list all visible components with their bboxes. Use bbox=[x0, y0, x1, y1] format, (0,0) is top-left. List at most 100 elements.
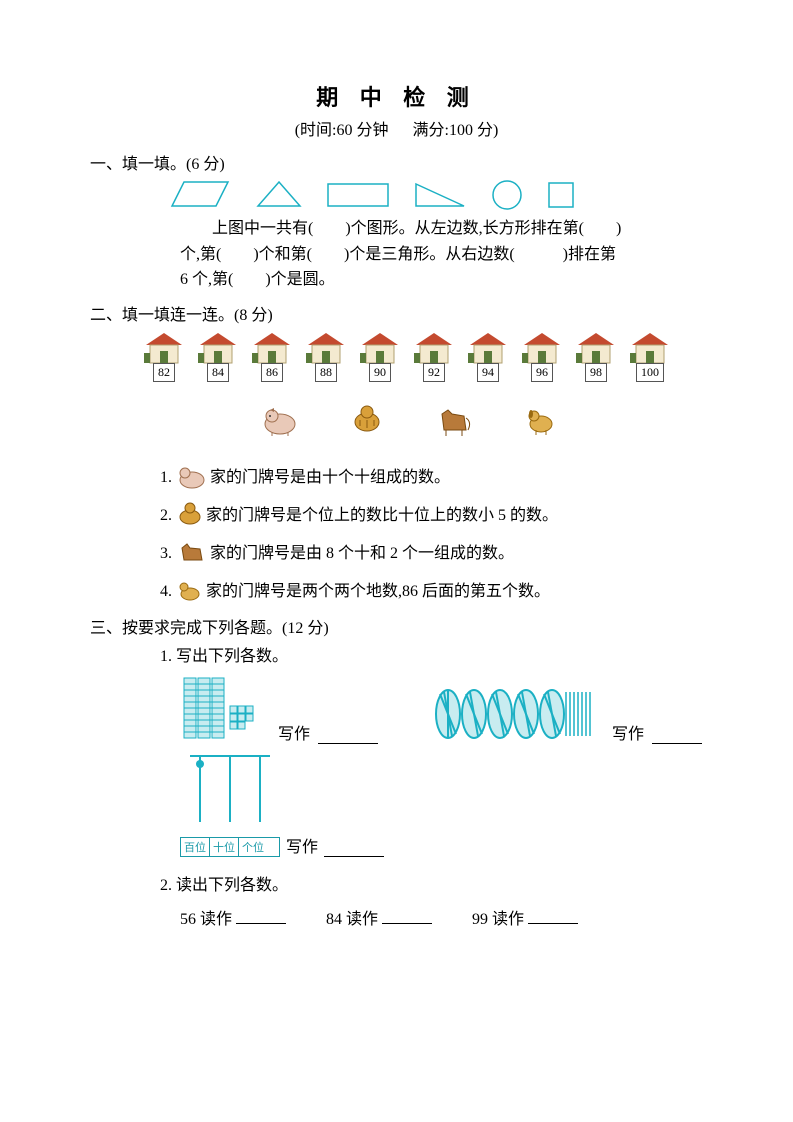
section-2-head: 二、填一填连一连。(8 分) bbox=[90, 301, 703, 325]
house-icon bbox=[250, 331, 294, 365]
read-row: 56 读作 84 读作 99 读作 bbox=[180, 905, 703, 929]
exam-page: 期 中 检 测 (时间:60 分钟 满分:100 分) 一、填一填。(6 分) … bbox=[0, 0, 793, 969]
read-num: 56 bbox=[180, 911, 196, 928]
q3-sub1: 1. 写出下列各数。 bbox=[160, 642, 703, 666]
read-label: 读作 bbox=[200, 911, 232, 928]
page-title: 期 中 检 测 bbox=[90, 80, 703, 112]
clue-text: 家的门牌号是由 8 个十和 2 个一组成的数。 bbox=[210, 542, 514, 566]
clue-num: 1. bbox=[160, 466, 172, 490]
pig-icon bbox=[176, 462, 208, 490]
horse-icon bbox=[434, 402, 474, 438]
house-4: 88 bbox=[302, 331, 350, 382]
clue-2: 2. 家的门牌号是个位上的数比十位上的数小 5 的数。 bbox=[160, 500, 703, 528]
clue-3: 3. 家的门牌号是由 8 个十和 2 个一组成的数。 bbox=[160, 538, 703, 566]
house-icon bbox=[304, 331, 348, 365]
place-labels: 百位 十位 个位 bbox=[180, 837, 280, 857]
section-1-head: 一、填一填。(6 分) bbox=[90, 150, 703, 174]
clue-num: 3. bbox=[160, 542, 172, 566]
house-number: 94 bbox=[477, 363, 499, 382]
place-hundred: 百位 bbox=[181, 838, 210, 856]
clue-text: 家的门牌号是由十个十组成的数。 bbox=[210, 466, 450, 490]
write-label: 写作 bbox=[286, 833, 318, 857]
house-icon bbox=[520, 331, 564, 365]
circle-icon bbox=[490, 178, 524, 210]
q1-text: 上图中一共有( )个图形。从左边数,长方形排在第( ) 个,第( )个和第( )… bbox=[180, 216, 703, 293]
house-number: 90 bbox=[369, 363, 391, 382]
place-value-chart-icon bbox=[180, 752, 280, 832]
house-5: 90 bbox=[356, 331, 404, 382]
house-8: 96 bbox=[518, 331, 566, 382]
clue-1: 1. 家的门牌号是由十个十组成的数。 bbox=[160, 462, 703, 490]
q1-line1: 上图中一共有( )个图形。从左边数,长方形排在第( ) bbox=[180, 216, 703, 242]
tiger-icon bbox=[350, 402, 384, 438]
house-1: 82 bbox=[140, 331, 188, 382]
base-ten-blocks-icon bbox=[180, 674, 270, 744]
dog-icon bbox=[524, 402, 558, 438]
house-number: 84 bbox=[207, 363, 229, 382]
parallelogram-icon bbox=[170, 178, 232, 210]
clue-num: 4. bbox=[160, 580, 172, 604]
house-7: 94 bbox=[464, 331, 512, 382]
stick-bundles-icon bbox=[434, 684, 604, 744]
house-icon bbox=[412, 331, 456, 365]
rectangle-icon bbox=[326, 178, 390, 210]
score-label: 满分:100 分) bbox=[413, 122, 499, 139]
blank[interactable] bbox=[318, 727, 378, 744]
blank[interactable] bbox=[528, 907, 578, 924]
page-subtitle: (时间:60 分钟 满分:100 分) bbox=[90, 116, 703, 140]
read-label: 读作 bbox=[492, 911, 524, 928]
write-label: 写作 bbox=[278, 720, 310, 744]
shapes-row bbox=[170, 178, 703, 210]
house-9: 98 bbox=[572, 331, 620, 382]
read-item-3: 99 读作 bbox=[472, 905, 578, 929]
dog-icon bbox=[176, 576, 204, 604]
tiger-icon bbox=[176, 500, 204, 528]
square-icon bbox=[546, 178, 576, 210]
place-one: 个位 bbox=[239, 838, 267, 856]
house-icon bbox=[142, 331, 186, 365]
house-number: 96 bbox=[531, 363, 553, 382]
house-number: 86 bbox=[261, 363, 283, 382]
house-icon bbox=[196, 331, 240, 365]
clue-text: 家的门牌号是个位上的数比十位上的数小 5 的数。 bbox=[206, 504, 558, 528]
house-6: 92 bbox=[410, 331, 458, 382]
right-triangle-icon bbox=[412, 178, 468, 210]
house-number: 82 bbox=[153, 363, 175, 382]
animals-row bbox=[260, 402, 703, 438]
read-item-1: 56 读作 bbox=[180, 905, 286, 929]
time-label: (时间:60 分钟 bbox=[295, 122, 389, 139]
houses-row: 82 84 86 88 90 92 94 96 bbox=[140, 331, 703, 382]
house-icon bbox=[358, 331, 402, 365]
read-num: 84 bbox=[326, 911, 342, 928]
read-label: 读作 bbox=[346, 911, 378, 928]
house-number: 100 bbox=[636, 363, 664, 382]
house-icon bbox=[574, 331, 618, 365]
horse-icon bbox=[176, 538, 208, 566]
house-number: 92 bbox=[423, 363, 445, 382]
blank[interactable] bbox=[324, 840, 384, 857]
clue-num: 2. bbox=[160, 504, 172, 528]
q1-line3: 6 个,第( )个是圆。 bbox=[180, 267, 703, 293]
q1-line2: 个,第( )个和第( )个是三角形。从右边数( )排在第 bbox=[180, 242, 703, 268]
house-number: 98 bbox=[585, 363, 607, 382]
clue-4: 4. 家的门牌号是两个两个地数,86 后面的第五个数。 bbox=[160, 576, 703, 604]
abacus-block: 百位 十位 个位 bbox=[180, 752, 280, 857]
house-number: 88 bbox=[315, 363, 337, 382]
house-icon bbox=[466, 331, 510, 365]
write-row-1: 写作 写作 bbox=[180, 674, 703, 744]
house-icon bbox=[628, 331, 672, 365]
triangle-icon bbox=[254, 178, 304, 210]
blank[interactable] bbox=[382, 907, 432, 924]
blank[interactable] bbox=[652, 727, 702, 744]
place-ten: 十位 bbox=[210, 838, 239, 856]
read-item-2: 84 读作 bbox=[326, 905, 432, 929]
house-2: 84 bbox=[194, 331, 242, 382]
abacus-row: 百位 十位 个位 写作 bbox=[180, 752, 703, 857]
house-3: 86 bbox=[248, 331, 296, 382]
clue-text: 家的门牌号是两个两个地数,86 后面的第五个数。 bbox=[206, 580, 550, 604]
pig-icon bbox=[260, 402, 300, 438]
q3-sub2: 2. 读出下列各数。 bbox=[160, 871, 703, 895]
blank[interactable] bbox=[236, 907, 286, 924]
write-label: 写作 bbox=[612, 720, 644, 744]
section-3-head: 三、按要求完成下列各题。(12 分) bbox=[90, 614, 703, 638]
